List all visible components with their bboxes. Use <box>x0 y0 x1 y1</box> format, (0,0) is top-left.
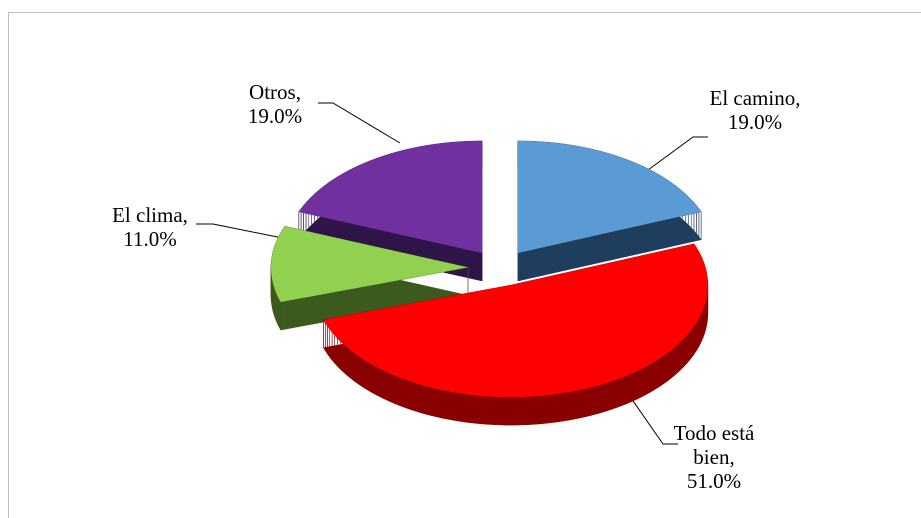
leader-line <box>318 102 401 144</box>
slice-top <box>271 226 469 303</box>
data-label: El clima, 11.0% <box>112 203 188 251</box>
pie-slice <box>323 243 709 426</box>
slice-top <box>517 140 702 253</box>
data-label: Todo está bien, 51.0% <box>673 421 755 493</box>
slice-top <box>323 243 708 398</box>
leader-line <box>647 136 708 171</box>
data-label: El camino, 19.0% <box>709 86 801 134</box>
data-label: Otros, 19.0% <box>247 80 303 128</box>
pie-slice <box>517 140 702 282</box>
slice-top <box>298 140 483 253</box>
